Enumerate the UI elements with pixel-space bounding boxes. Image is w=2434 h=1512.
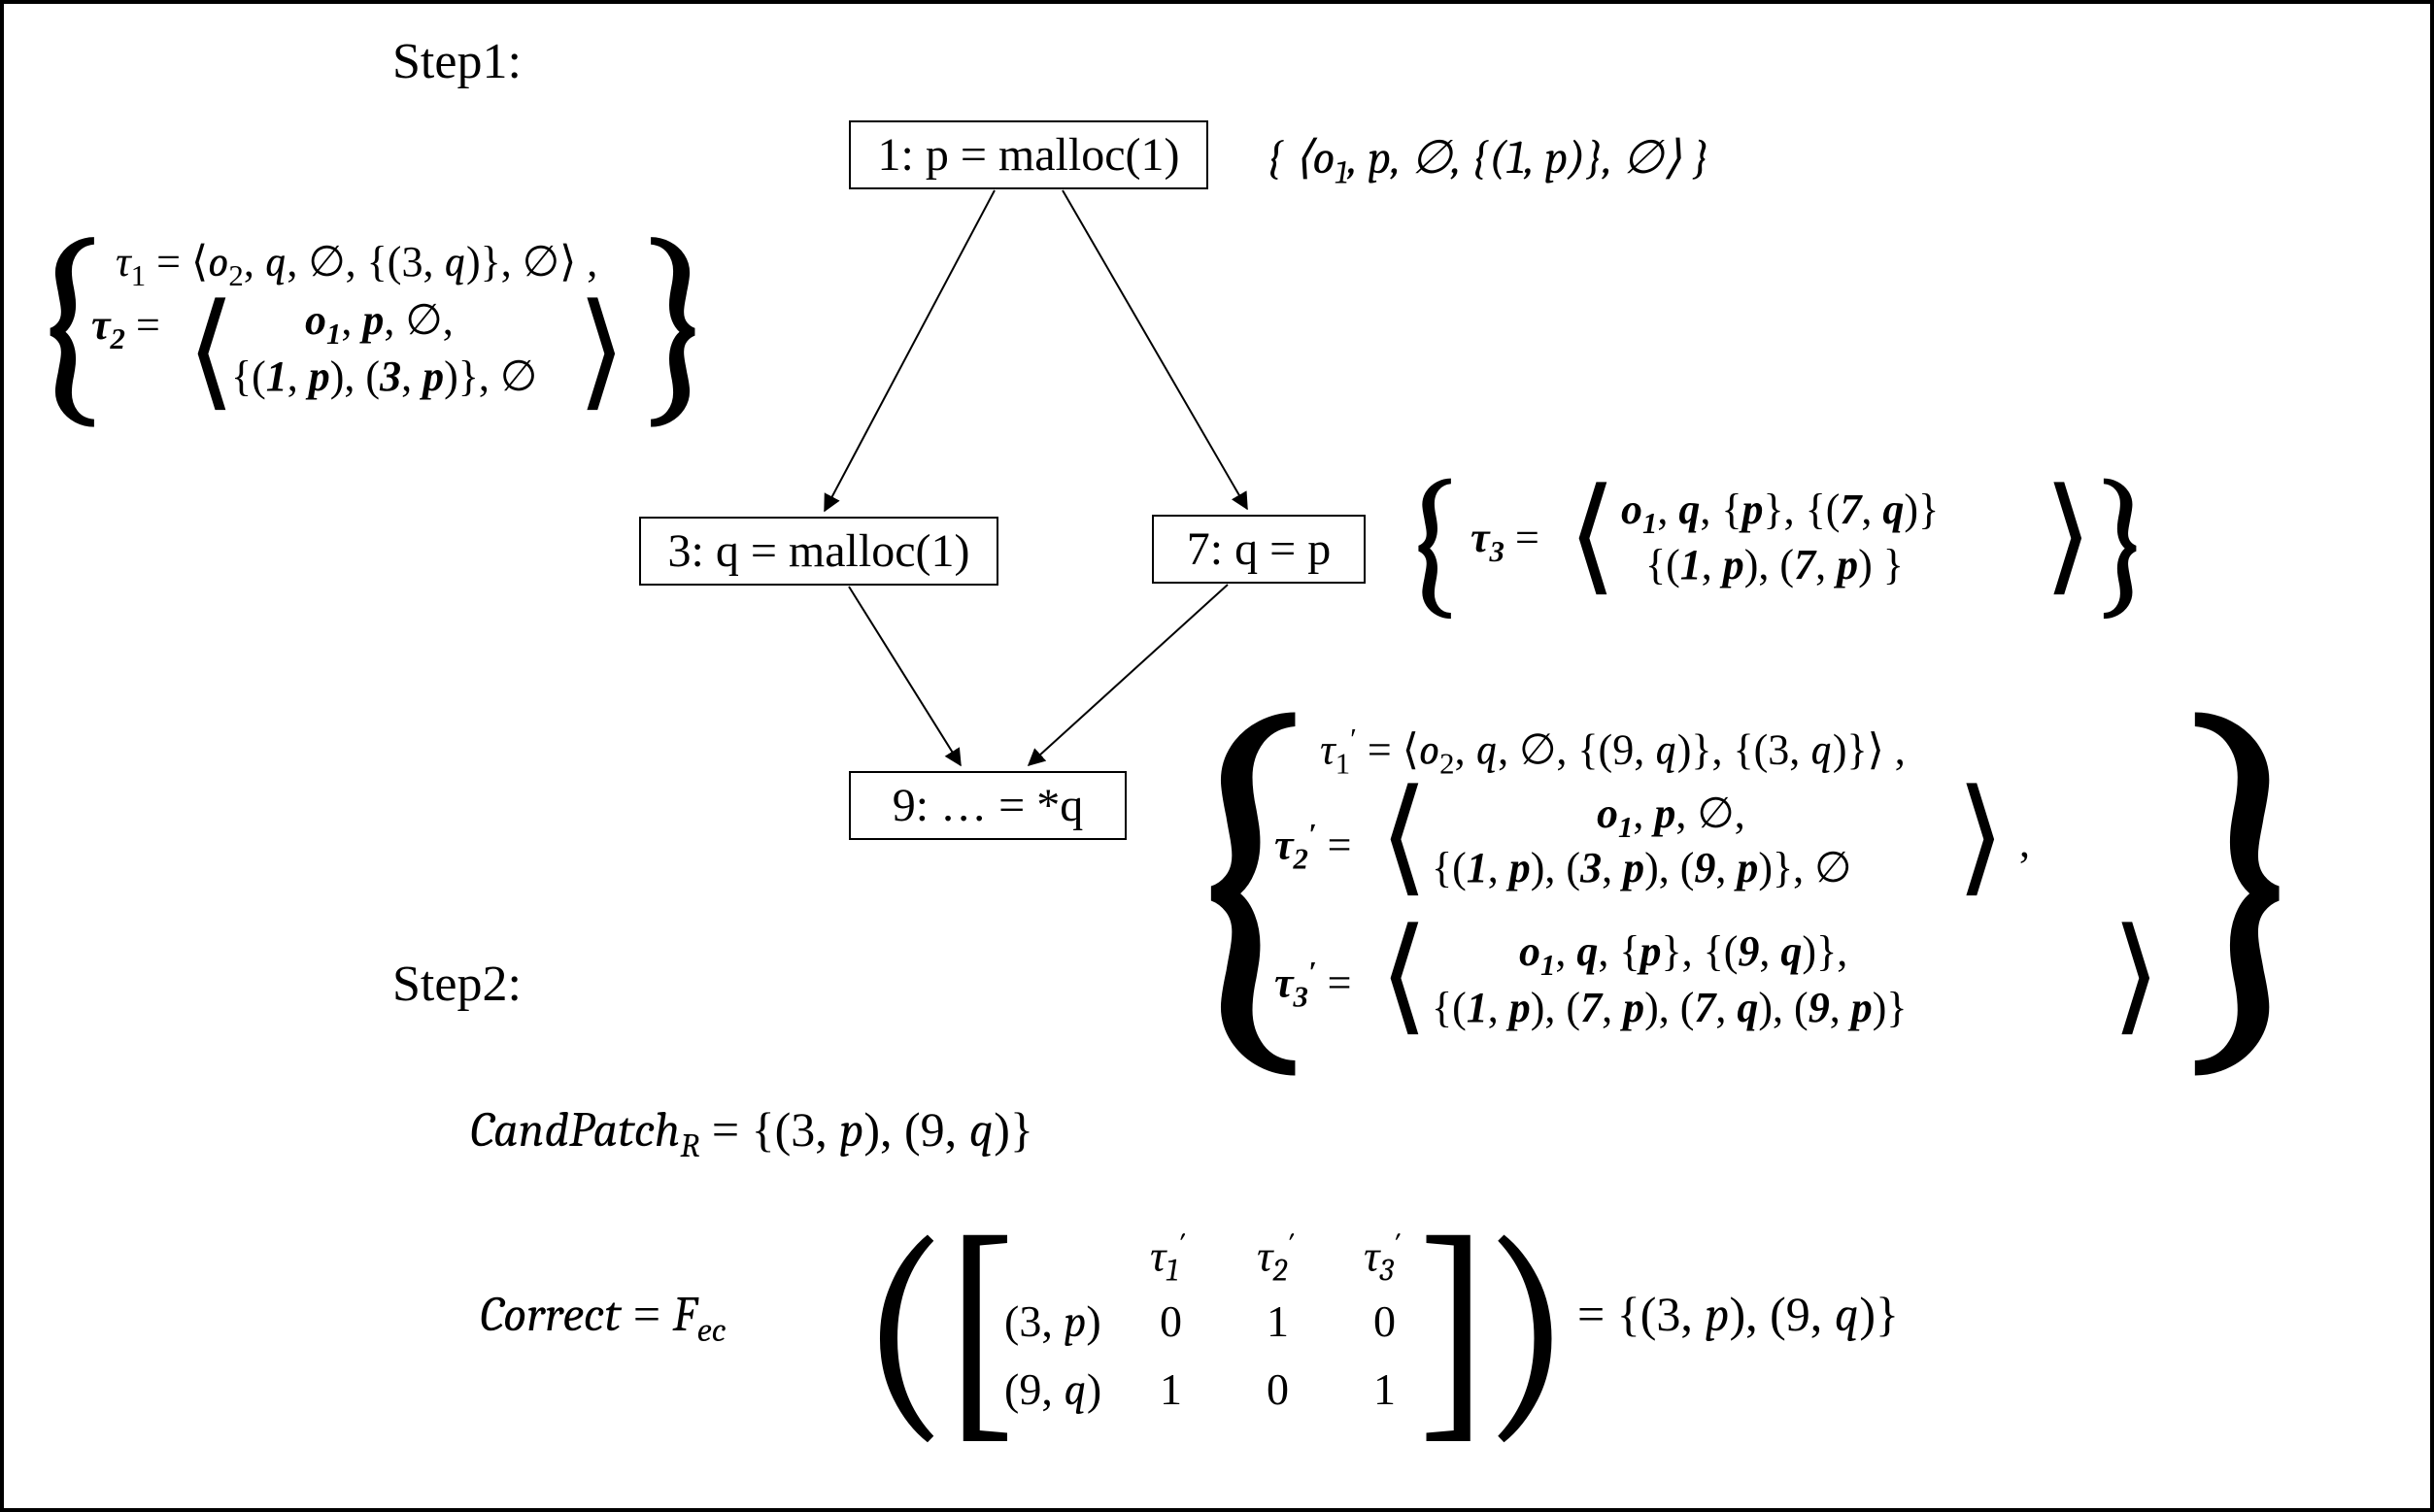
langle-tau3p: ⟨ <box>1379 900 1429 1050</box>
mat-r1c1: 0 <box>1160 1295 1182 1347</box>
mat-r1c3: 0 <box>1373 1295 1396 1347</box>
node-9: 9: … = *q <box>849 771 1127 840</box>
comma-tau2p: , <box>2019 818 2030 867</box>
annot-n9-tau3p-l2: {(1, p), (7, p), (7, q), (9, p)} <box>1432 983 1908 1032</box>
annot-n9-tau2p-l2: {(1, p), (3, p), (9, p)}, ∅ <box>1432 843 1852 892</box>
rangle-tau3: ⟩ <box>2044 460 2093 610</box>
annot-n9-tau3p-l1: o1, q, {p}, {(9, q)}, <box>1519 926 1847 983</box>
mat-r2c1: 1 <box>1160 1363 1182 1415</box>
rbrace-n9: } <box>2165 684 2330 1068</box>
rbrace-n3: } <box>635 222 722 423</box>
annot-n3-tau2-l1: o1, p, ∅, <box>305 295 454 352</box>
annot-n7-tau3-head: τ3 = <box>1471 513 1539 569</box>
rbrace-n7: } <box>2092 468 2156 617</box>
rangle-tau2: ⟩ <box>577 276 626 425</box>
step2-label: Step2: <box>392 956 522 1013</box>
node-3: 3: q = malloc(1) <box>639 517 998 586</box>
rangle-tau3p: ⟩ <box>2112 900 2161 1050</box>
annot-n7-tau3-l2: {(1, p), (7, p) } <box>1645 540 1904 589</box>
mat-col-1: τ1′ <box>1150 1227 1185 1290</box>
node-1: 1: p = malloc(1) <box>849 120 1208 189</box>
annot-n7-tau3-l1: o1, q, {p}, {(7, q)} <box>1621 485 1939 541</box>
mat-col-3: τ3′ <box>1364 1227 1401 1290</box>
mat-r1c2: 1 <box>1267 1295 1289 1347</box>
annot-n3-tau2-l2: {(1, p), (3, p)}, ∅ <box>231 352 537 401</box>
rangle-tau2p: ⟩ <box>1956 761 2006 911</box>
diagram-frame: Step1: 1: p = malloc(1) 3: q = malloc(1)… <box>0 0 2434 1512</box>
annot-n1: { ⟨o1, p, ∅, {(1, p)}, ∅⟩ } <box>1267 130 1709 192</box>
mat-r1-label: (3, p) <box>1004 1295 1101 1348</box>
mat-r2-label: (9, q) <box>1004 1363 1101 1416</box>
annot-n9-tau3p-head: τ3′ = <box>1274 956 1351 1014</box>
annot-n3-tau2-head: τ2 = <box>91 300 160 356</box>
langle-tau2p: ⟨ <box>1379 761 1429 911</box>
mat-r2c3: 1 <box>1373 1363 1396 1415</box>
node-7: 7: q = p <box>1152 515 1366 584</box>
correct-rhs: = {(3, p), (9, q)} <box>1577 1286 1899 1343</box>
candpatch-eq: CandPatchR = {(3, p), (9, q)} <box>470 1101 1033 1165</box>
step1-label: Step1: <box>392 33 522 90</box>
mat-r2c2: 0 <box>1267 1363 1289 1415</box>
annot-n9-tau2p-l1: o1, p, ∅, <box>1597 789 1745 845</box>
outer-rparen: ) <box>1480 1189 1573 1468</box>
correct-lhs: Correct = Fec <box>480 1286 727 1350</box>
mat-col-2: τ2′ <box>1257 1227 1295 1290</box>
lbrace-n7: { <box>1399 468 1463 617</box>
langle-tau3: ⟨ <box>1568 460 1617 610</box>
annot-n9-tau2p-head: τ2′ = <box>1274 818 1351 876</box>
